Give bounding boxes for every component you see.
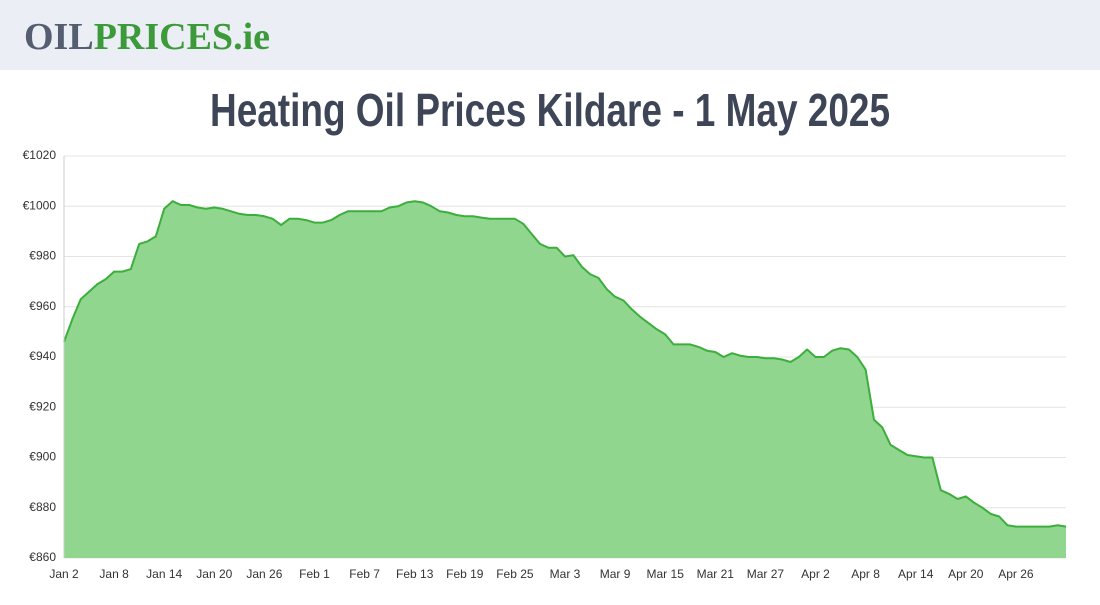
x-tick-label: Apr 2 — [801, 567, 830, 581]
header-bar — [0, 0, 1100, 70]
x-tick-label: Apr 26 — [998, 567, 1034, 581]
y-tick-label: €1000 — [23, 198, 57, 212]
logo[interactable]: OILPRICES.ie — [24, 16, 270, 58]
y-tick-label: €920 — [29, 399, 56, 413]
x-tick-label: Feb 1 — [299, 567, 330, 581]
x-tick-label: Jan 2 — [49, 567, 79, 581]
area — [64, 201, 1066, 558]
x-tick-label: Mar 15 — [647, 567, 685, 581]
x-tick-label: Mar 3 — [550, 567, 581, 581]
chart-title: Heating Oil Prices Kildare - 1 May 2025 — [210, 84, 890, 136]
x-tick-label: Feb 13 — [396, 567, 434, 581]
x-tick-label: Feb 25 — [496, 567, 534, 581]
line — [63, 200, 1067, 528]
x-tick-label: Mar 27 — [747, 567, 785, 581]
y-tick-label: €900 — [29, 450, 56, 464]
y-tick-label: €980 — [29, 249, 56, 263]
x-tick-label: Apr 14 — [898, 567, 934, 581]
x-tick-label: Feb 19 — [446, 567, 484, 581]
x-tick-label: Mar 21 — [697, 567, 735, 581]
x-tick-label: Mar 9 — [600, 567, 631, 581]
logo-part: PRICES.ie — [94, 16, 270, 58]
x-tick-label: Apr 20 — [948, 567, 984, 581]
x-tick-label: Apr 8 — [851, 567, 880, 581]
y-tick-label: €880 — [29, 500, 56, 514]
x-tick-label: Jan 8 — [99, 567, 129, 581]
x-tick-label: Feb 7 — [349, 567, 380, 581]
x-tick-label: Jan 20 — [196, 567, 232, 581]
y-tick-label: €940 — [29, 349, 56, 363]
plot: €860 €880 €900 €920 €940 €960 €980 €1000 €1020 Ja… — [23, 148, 1067, 581]
y-tick-label: €960 — [29, 299, 56, 313]
logo-part: OIL — [24, 16, 94, 58]
y-tick-label: €860 — [29, 550, 56, 564]
x-tick-label: Jan 14 — [146, 567, 182, 581]
x-tick-label: Jan 26 — [246, 567, 282, 581]
y-tick-label: €1020 — [23, 148, 57, 162]
